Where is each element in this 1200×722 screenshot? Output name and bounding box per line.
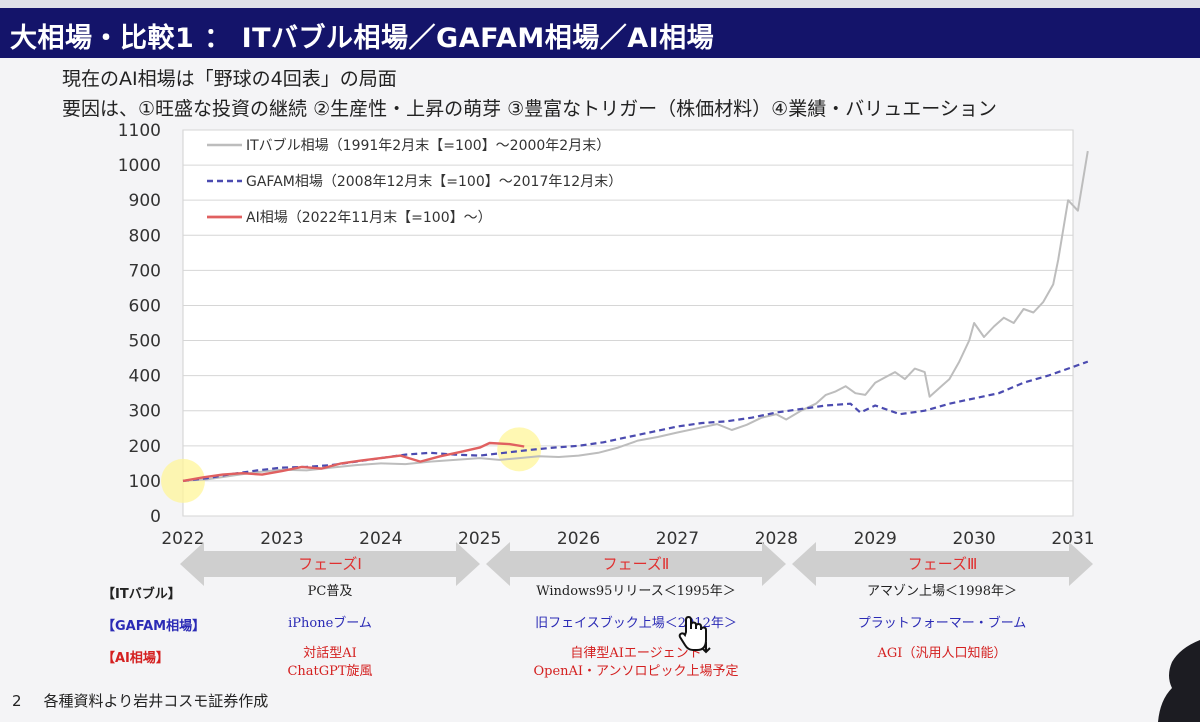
gafam-phase2: 旧フェイスブック上場＜2012年＞ (535, 616, 737, 631)
ai-phase1-line1: 対話型AI (303, 646, 357, 661)
title-bar: 大相場・比較1 ： ITバブル相場／GAFAM相場／AI相場 (0, 8, 1200, 58)
it-phase1: PC普及 (307, 584, 353, 599)
highlight-circle (161, 458, 205, 503)
footer: 2 各種資料より岩井コスモ証券作成 (12, 690, 268, 711)
presenter-silhouette (1158, 640, 1200, 722)
x-tick-label: 2023 (260, 529, 303, 549)
y-tick-label: 300 (129, 402, 161, 422)
ai-phase3: AGI（汎用人口知能） (792, 645, 1092, 663)
page-title: 大相場・比較1 ： ITバブル相場／GAFAM相場／AI相場 (10, 23, 715, 54)
page-number: 2 (12, 692, 22, 710)
legend-it-bubble-label: ITバブル相場（1991年2月末【=100】～2000年2月末） (246, 137, 610, 154)
x-tick-label: 2029 (854, 529, 897, 549)
y-tick-label: 600 (129, 296, 161, 316)
ai-phase2-line1: 自律型AIエージェント (570, 646, 702, 661)
phase-arrow-3-label: フェーズⅢ (908, 555, 978, 573)
x-tick-label: 2028 (755, 529, 798, 549)
phase-arrow-2-label: フェーズⅡ (603, 555, 670, 573)
ai-phase3-line1: AGI（汎用人口知能） (877, 646, 1007, 661)
y-tick-label: 800 (129, 226, 161, 246)
series-line-ai (182, 441, 525, 483)
x-tick-label: 2022 (161, 529, 204, 549)
phase-arrow-3 (792, 542, 1093, 586)
y-tick-label: 200 (129, 437, 161, 457)
x-tick-label: 2025 (458, 529, 501, 549)
phase-arrow-2 (486, 542, 786, 586)
y-tick-label: 400 (129, 367, 161, 387)
it-phase2: Windows95リリース＜1995年＞ (536, 584, 736, 599)
highlight-circle (497, 427, 542, 472)
x-tick-label: 2024 (359, 529, 402, 549)
source-note: 各種資料より岩井コスモ証券作成 (43, 692, 269, 710)
series-line-it-bubble (182, 150, 1089, 482)
y-tick-label: 0 (150, 507, 161, 527)
ai-phase2-line2: OpenAI・アンソロピック上場予定 (533, 664, 739, 679)
ai-phase2: 自律型AIエージェント OpenAI・アンソロピック上場予定 (486, 645, 786, 681)
chart: 0 100 200 300 400 500 600 700 800 900 1000 1100 2022… (118, 121, 1095, 586)
ai-phase1-line2: ChatGPT旋風 (287, 664, 373, 679)
top-strip (0, 0, 1200, 8)
phase-arrow-1-label: フェーズⅠ (298, 555, 362, 573)
x-tick-label: 2026 (557, 529, 600, 549)
row-label-ai: 【AI相場】 (102, 651, 169, 666)
ai-phase1: 対話型AI ChatGPT旋風 (180, 645, 480, 681)
y-tick-label: 100 (129, 472, 161, 492)
x-tick-label: 2030 (952, 529, 995, 549)
row-label-gafam: 【GAFAM相場】 (102, 619, 206, 634)
x-tick-label: 2027 (656, 529, 699, 549)
gafam-phase1: iPhoneブーム (288, 616, 372, 631)
legend-ai-label: AI相場（2022年11月末【=100】～） (246, 210, 492, 226)
plot-area (182, 129, 1074, 517)
phase-arrow-1 (180, 542, 480, 586)
y-tick-label: 1100 (118, 121, 161, 141)
y-tick-label: 900 (129, 191, 161, 211)
row-label-it: 【ITバブル】 (102, 587, 181, 602)
y-tick-label: 1000 (118, 156, 161, 176)
subtitle-phase: 現在のAI相場は「野球の4回表」の局面 (62, 68, 397, 90)
hand-cursor-icon (678, 615, 711, 654)
y-tick-label: 700 (129, 261, 161, 281)
y-tick-label: 500 (129, 332, 161, 352)
gafam-phase3: プラットフォーマー・ブーム (857, 616, 1027, 631)
it-phase3: アマゾン上場＜1998年＞ (866, 584, 1018, 599)
x-tick-label: 2031 (1051, 529, 1094, 549)
legend-gafam-label: GAFAM相場（2008年12月末【=100】～2017年12月末） (246, 174, 622, 190)
subtitle-factors: 要因は、①旺盛な投資の継続 ②生産性・上昇の萌芽 ③豊富なトリガー（株価材料）④… (62, 98, 997, 120)
